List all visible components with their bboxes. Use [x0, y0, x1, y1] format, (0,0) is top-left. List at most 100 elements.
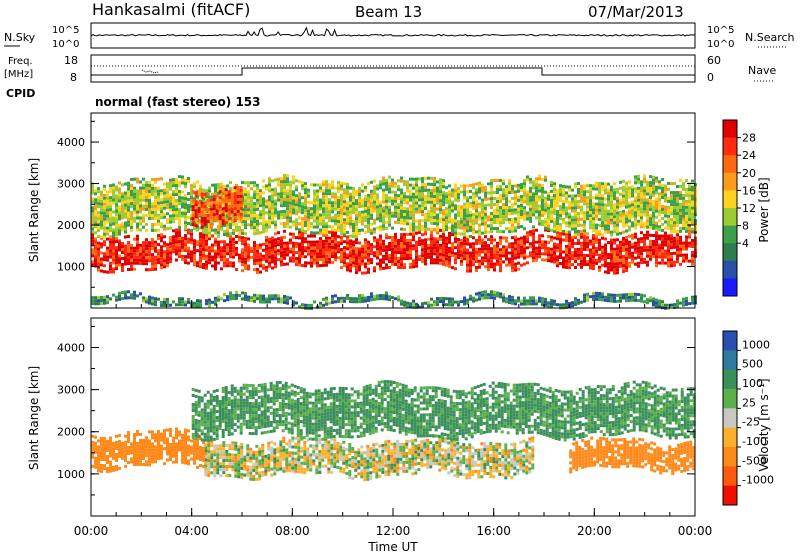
- power-cells-cell: [124, 216, 127, 219]
- power-cells-cell: [190, 250, 193, 253]
- power-cells-cell: [160, 192, 163, 195]
- power-cells-cell: [216, 194, 219, 197]
- power-cells-cell: [412, 247, 415, 250]
- power-cells-cell: [619, 217, 622, 220]
- power-cells-cell: [424, 225, 427, 228]
- power-cells-cell: [442, 242, 445, 245]
- nsky-left-tick-bottom: 10^0: [52, 39, 79, 50]
- power-cells-cell: [148, 253, 151, 256]
- power-cells-cell: [100, 236, 103, 239]
- power-cells-cell: [409, 211, 412, 214]
- power-cells-cell: [235, 291, 238, 294]
- power-cells-cell: [145, 193, 148, 196]
- power-cells-cell: [358, 193, 361, 196]
- power-cells-cell: [148, 184, 151, 187]
- power-cells-cell: [475, 191, 478, 194]
- power-cells-cell: [553, 203, 556, 206]
- power-cells-cell: [376, 205, 379, 208]
- power-cells-cell: [307, 195, 310, 198]
- power-cells-cell: [178, 231, 181, 234]
- power-cells-cell: [589, 217, 592, 220]
- power-cells-cell: [415, 205, 418, 208]
- power-cells-cell: [574, 257, 577, 260]
- power-cells-cell: [541, 199, 544, 202]
- power-cells-cell: [643, 174, 646, 177]
- power-cells-cell: [397, 215, 400, 218]
- power-cells-cell: [250, 217, 253, 220]
- power-cells-cell: [550, 202, 553, 205]
- power-cells-cell: [511, 203, 514, 206]
- power-cells-cell: [559, 256, 562, 259]
- power-cells-cell: [307, 189, 310, 192]
- power-cells-cell: [559, 211, 562, 214]
- power-cells-cell: [514, 239, 517, 242]
- power-cells-cell: [499, 188, 502, 191]
- power-cells-cell: [325, 300, 328, 303]
- power-cells-cell: [235, 226, 238, 229]
- power-cells-cell: [334, 193, 337, 196]
- power-cells-cell: [121, 257, 124, 260]
- power-cells-cell: [292, 257, 295, 260]
- power-cells-cell: [142, 187, 145, 190]
- power-cells-cell: [274, 259, 277, 262]
- power-cells-cell: [247, 268, 250, 271]
- power-cells-cell: [163, 262, 166, 265]
- power-cells-cell: [160, 236, 163, 239]
- power-cells-cell: [670, 258, 673, 261]
- freq-trace: [91, 68, 695, 75]
- power-cells-cell: [565, 254, 568, 257]
- power-cells-cell: [219, 196, 222, 199]
- power-cells-cell: [544, 206, 547, 209]
- power-cells-cell: [673, 209, 676, 212]
- power-cells-cell: [247, 253, 250, 256]
- power-cells-cell: [442, 200, 445, 203]
- power-cells-cell: [547, 241, 550, 244]
- power-cells-cell: [283, 248, 286, 251]
- power-cells-cell: [118, 298, 121, 301]
- power-cells-cell: [568, 204, 571, 207]
- power-cells-cell: [655, 240, 658, 243]
- power-cells-cell: [664, 185, 667, 188]
- power-cells-cell: [178, 237, 181, 240]
- power-cells-cell: [232, 262, 235, 265]
- power-cells-cell: [139, 253, 142, 256]
- power-cells-cell: [229, 249, 232, 252]
- power-cells-cell: [199, 303, 202, 306]
- power-cells-cell: [355, 271, 358, 274]
- power-cells-cell: [583, 260, 586, 263]
- power-cells-cell: [520, 198, 523, 201]
- power-cells-cell: [295, 236, 298, 239]
- power-cells-cell: [172, 184, 175, 187]
- power-cells-cell: [337, 184, 340, 187]
- power-cells-cell: [163, 204, 166, 207]
- power-cells-cell: [349, 300, 352, 303]
- power-cells-cell: [598, 260, 601, 263]
- power-cells-cell: [649, 217, 652, 220]
- power-cells-cell: [237, 186, 240, 189]
- power-cells-cell: [529, 205, 532, 208]
- power-cells-cell: [343, 233, 346, 236]
- power-cells-cell: [307, 225, 310, 228]
- power-cells-cell: [466, 243, 469, 246]
- power-cells-cell: [373, 198, 376, 201]
- power-cells-cell: [337, 217, 340, 220]
- power-cells-cell: [193, 182, 196, 185]
- nsky-left-tick-top: 10^5: [52, 25, 79, 36]
- power-cells-cell: [298, 207, 301, 210]
- power-cells-cell: [598, 242, 601, 245]
- power-cells-cell: [649, 240, 652, 243]
- power-cells-cell: [295, 251, 298, 254]
- power-cells-cell: [313, 253, 316, 256]
- power-cells-cell: [292, 202, 295, 205]
- power-cells-cell: [376, 256, 379, 259]
- power-cells-cell: [304, 237, 307, 240]
- power-cells-cell: [685, 200, 688, 203]
- power-cells-cell: [610, 266, 613, 269]
- power-cells-cell: [430, 246, 433, 249]
- power-cells-cell: [250, 223, 253, 226]
- power-cells-cell: [508, 230, 511, 233]
- power-cells-cell: [118, 218, 121, 221]
- power-cells-cell: [256, 262, 259, 265]
- power-cells-cell: [469, 243, 472, 246]
- power-cells-cell: [532, 213, 535, 216]
